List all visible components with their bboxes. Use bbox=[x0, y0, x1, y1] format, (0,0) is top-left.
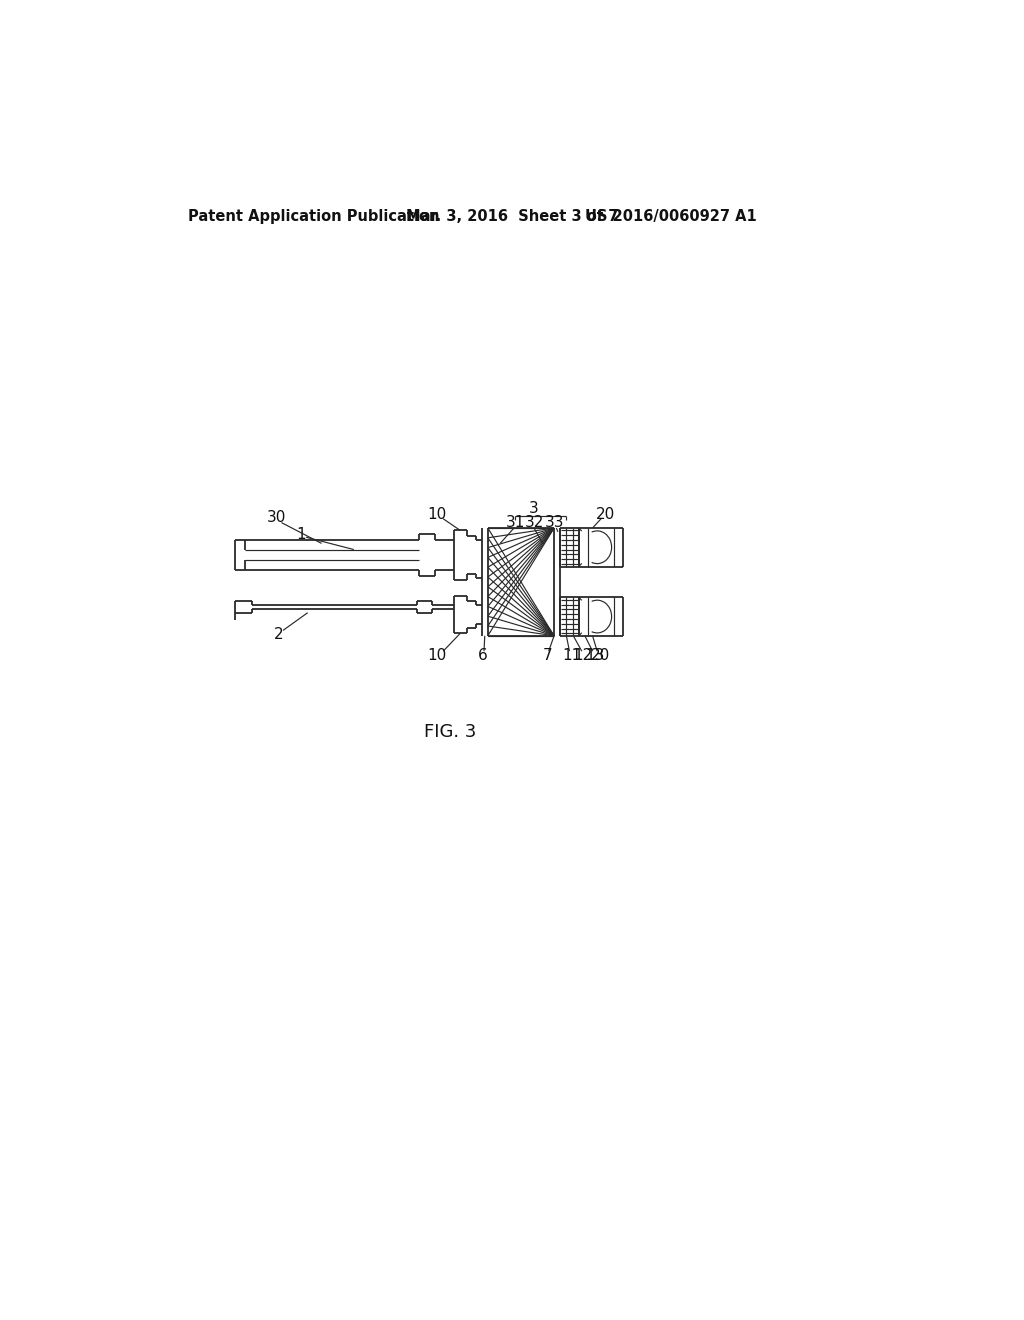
Text: 12: 12 bbox=[573, 648, 593, 663]
Text: 3: 3 bbox=[529, 502, 539, 516]
Text: 11: 11 bbox=[562, 648, 582, 663]
Text: 32: 32 bbox=[525, 515, 545, 531]
Text: 7: 7 bbox=[543, 648, 552, 663]
Text: 2: 2 bbox=[274, 627, 284, 642]
Text: 33: 33 bbox=[545, 515, 564, 531]
Text: Mar. 3, 2016  Sheet 3 of 7: Mar. 3, 2016 Sheet 3 of 7 bbox=[407, 209, 618, 223]
Text: 1: 1 bbox=[297, 527, 306, 541]
Text: 20: 20 bbox=[596, 507, 615, 521]
Text: 31: 31 bbox=[506, 515, 525, 531]
Text: Patent Application Publication: Patent Application Publication bbox=[188, 209, 440, 223]
Text: 6: 6 bbox=[478, 648, 488, 663]
Text: 30: 30 bbox=[267, 511, 287, 525]
Text: 13: 13 bbox=[585, 648, 604, 663]
Text: 10: 10 bbox=[427, 507, 446, 521]
Text: 10: 10 bbox=[427, 648, 446, 663]
Text: 20: 20 bbox=[591, 648, 610, 663]
Text: US 2016/0060927 A1: US 2016/0060927 A1 bbox=[585, 209, 757, 223]
Text: FIG. 3: FIG. 3 bbox=[424, 723, 476, 741]
